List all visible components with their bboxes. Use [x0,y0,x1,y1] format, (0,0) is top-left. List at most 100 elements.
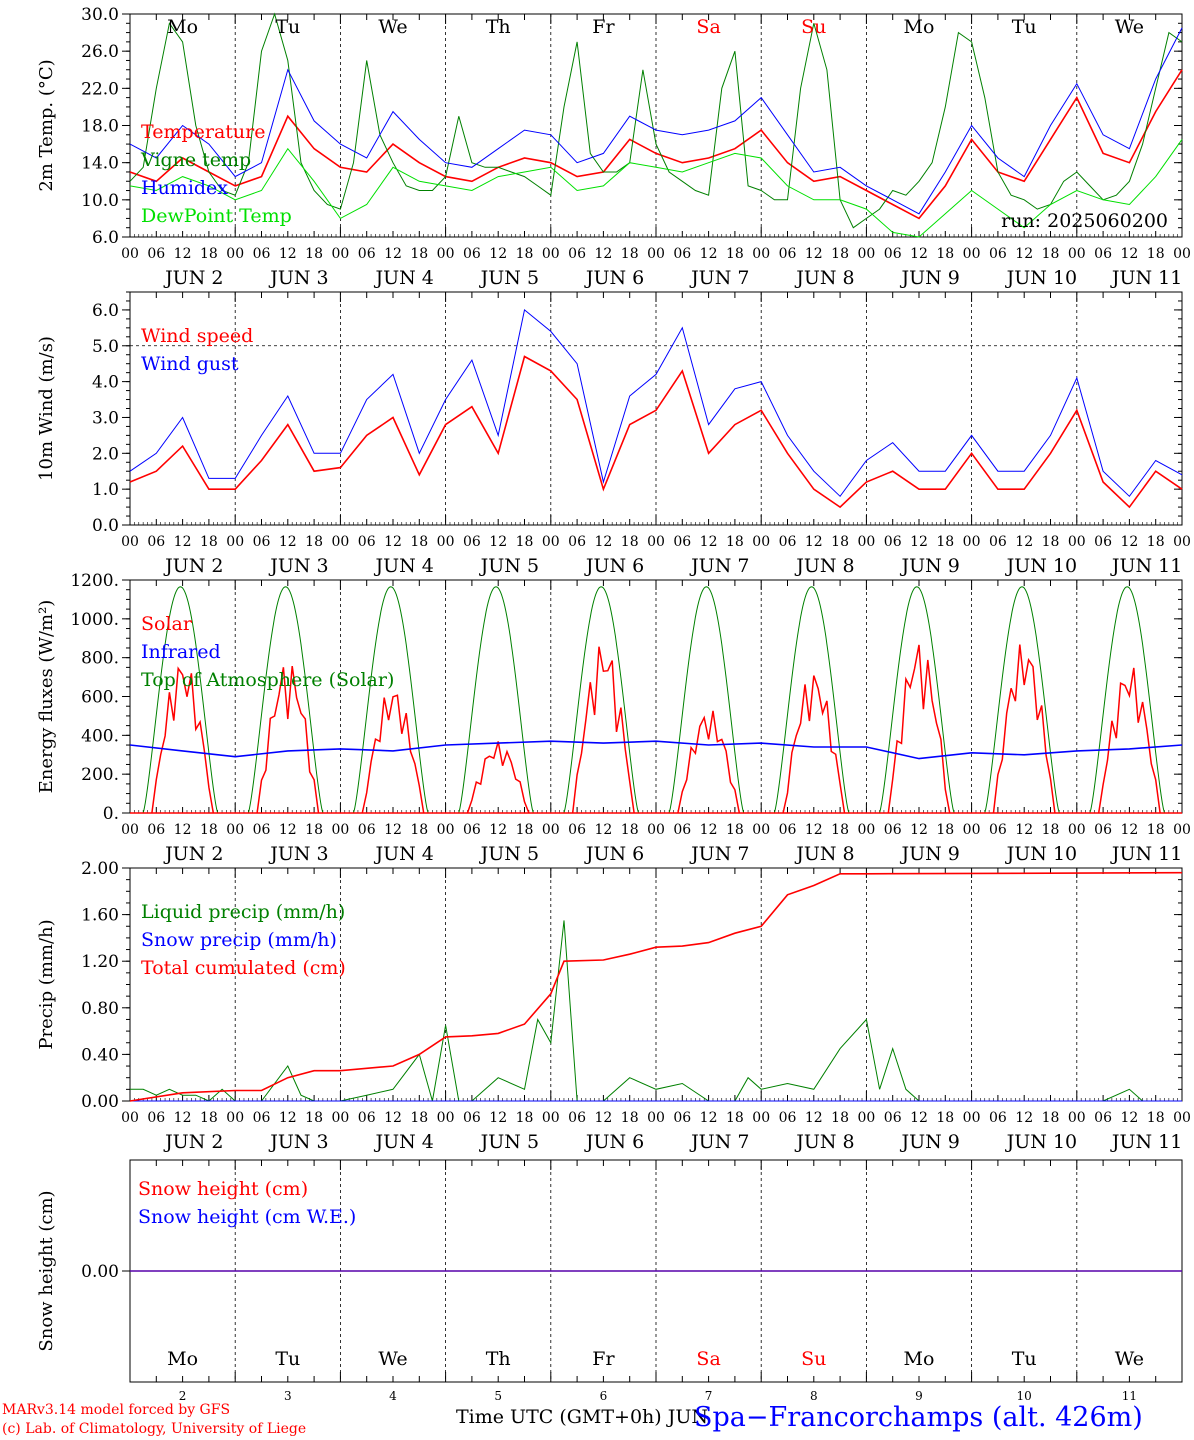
toa-solar-day [668,586,745,814]
hour-label: 00 [437,822,455,838]
legend-entry: Snow height (cm) [138,1178,308,1200]
hour-label: 00 [1173,246,1191,262]
toa-solar-day [984,586,1060,814]
hour-label: 06 [884,534,902,550]
time-axis-label: Time UTC (GMT+0h) JUN [456,1406,708,1428]
legend-entry: Snow height (cm W.E.) [138,1206,356,1228]
hour-label: 18 [1042,534,1060,550]
weekday-label: We [1115,16,1144,38]
date-label: JUN 2 [163,843,223,865]
hour-label: 00 [1068,1110,1086,1126]
hour-label: 00 [647,246,665,262]
hour-label: 06 [568,246,586,262]
hour-label: 06 [779,246,797,262]
hour-label: 18 [936,822,954,838]
hour-label: 00 [1173,534,1191,550]
hour-label: 06 [884,822,902,838]
hour-label: 18 [726,1110,744,1126]
hour-label: 00 [542,822,560,838]
hour-label: 18 [305,534,323,550]
hour-label: 12 [489,246,507,262]
date-label: JUN 5 [479,555,539,577]
hour-label: 18 [516,246,534,262]
hour-label: 06 [463,1110,481,1126]
date-label: JUN 4 [373,843,433,865]
hour-label: 12 [384,246,402,262]
hour-label: 06 [147,246,165,262]
series-line [129,355,1183,509]
hour-label: 12 [384,822,402,838]
hour-label: 00 [437,534,455,550]
hour-label: 00 [752,1110,770,1126]
hour-label: 12 [910,246,928,262]
date-label: JUN 4 [373,267,433,289]
hour-label: 18 [1147,822,1165,838]
day-number-label: 4 [389,1389,397,1403]
toa-solar-day [353,586,429,814]
hour-label: 06 [779,534,797,550]
series-line [129,139,1183,238]
solar-day [782,675,846,814]
series-line [129,308,1183,498]
hour-label: 00 [857,246,875,262]
solar-day [677,710,741,814]
legend-entry: Top of Atmosphere (Solar) [141,669,394,691]
date-label: JUN 3 [268,555,328,577]
hour-label: 12 [1120,246,1138,262]
y-axis-label: Precip (mm/h) [36,919,57,1049]
hour-label: 18 [305,246,323,262]
y-tick-label: 0. [103,804,119,824]
y-axis-label: Energy fluxes (W/m²) [36,600,57,794]
hour-label: 18 [1042,1110,1060,1126]
y-tick-label: 1200. [70,571,119,591]
hour-label: 18 [936,1110,954,1126]
hour-label: 00 [331,822,349,838]
y-tick-label: 1.0 [92,480,119,500]
hour-label: 12 [594,822,612,838]
run-annotation: run: 2025060200 [1001,210,1168,232]
hour-label: 00 [647,822,665,838]
y-tick-label: 18.0 [81,117,119,137]
hour-label: 18 [936,534,954,550]
hour-label: 18 [200,1110,218,1126]
date-label: JUN 7 [689,1131,749,1153]
date-label: JUN 11 [1110,555,1182,577]
hour-label: 18 [305,822,323,838]
y-tick-label: 1000. [70,610,119,630]
hour-label: 12 [1015,246,1033,262]
y-tick-label: 400. [81,726,119,746]
solar-day [361,694,425,814]
date-label: JUN 11 [1110,843,1182,865]
weekday-label: Su [801,1348,826,1370]
weekday-label: Sa [696,16,720,38]
hour-label: 18 [621,534,639,550]
hour-label: 12 [805,822,823,838]
hour-label: 12 [174,822,192,838]
hour-label: 00 [963,822,981,838]
y-axis-label: Snow height (cm) [36,1190,57,1351]
date-label: JUN 2 [163,1131,223,1153]
hour-label: 18 [200,822,218,838]
date-label: JUN 10 [1005,267,1077,289]
hour-label: 12 [1015,822,1033,838]
hour-label: 12 [384,534,402,550]
weekday-label: Su [801,16,826,38]
legend-entry: DewPoint Temp [141,205,292,227]
legend-entry: Wind speed [141,325,253,347]
hour-label: 00 [963,1110,981,1126]
hour-label: 12 [1120,1110,1138,1126]
hour-label: 12 [700,822,718,838]
y-tick-label: 6.0 [92,301,119,321]
weekday-label: Fr [592,16,615,38]
day-number-label: 2 [179,1389,187,1403]
date-label: JUN 6 [584,555,644,577]
legend-entry: Infrared [141,641,221,663]
hour-label: 00 [121,534,139,550]
hour-label: 00 [226,822,244,838]
hour-label: 18 [831,246,849,262]
day-number-label: 5 [494,1389,502,1403]
hour-label: 00 [857,534,875,550]
hour-label: 06 [989,822,1007,838]
hour-label: 12 [279,534,297,550]
